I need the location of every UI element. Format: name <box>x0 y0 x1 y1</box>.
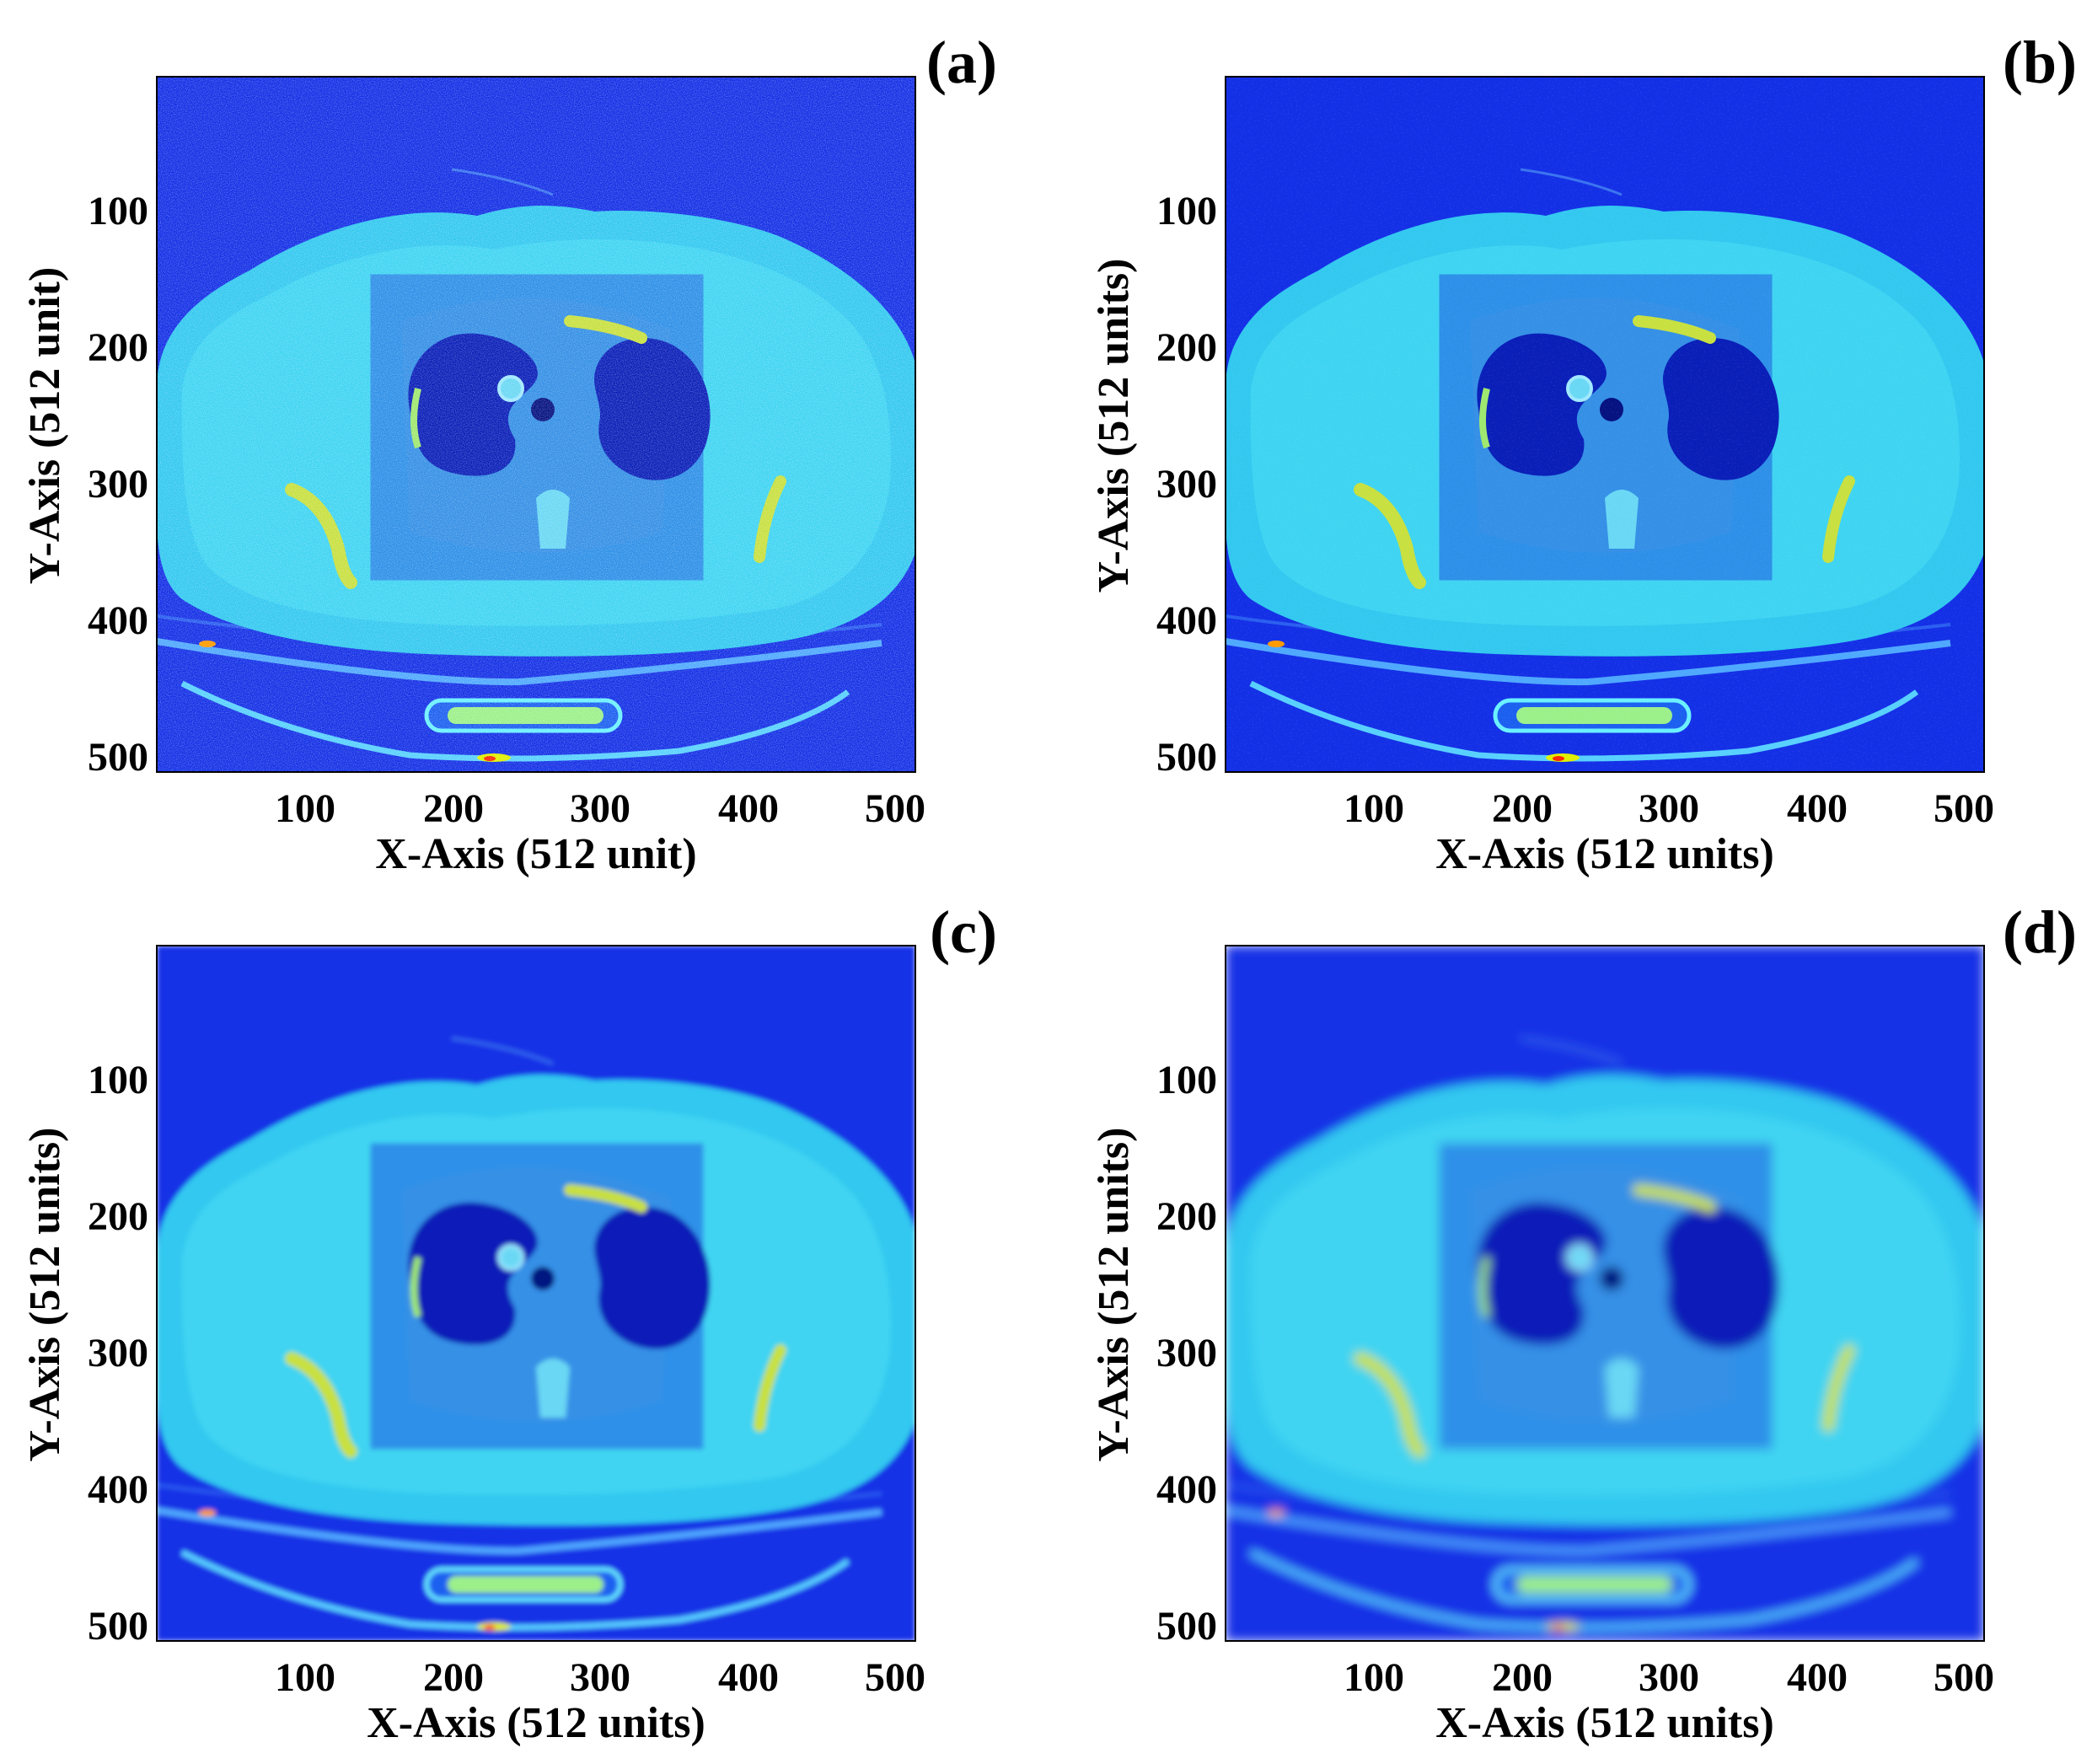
y-tick-a-200: 200 <box>88 325 148 370</box>
y-tick-d-400: 400 <box>1156 1467 1217 1512</box>
y-tick-a-100: 100 <box>88 189 148 233</box>
y-tick-a-400: 400 <box>88 598 148 643</box>
y-tick-b-500: 500 <box>1156 735 1217 780</box>
x-tick-b-200: 200 <box>1492 786 1553 831</box>
x-tick-b-300: 300 <box>1639 786 1699 831</box>
ct-image-b <box>1226 77 1984 772</box>
y-tick-b-200: 200 <box>1156 325 1217 370</box>
panel-label-c: (c) <box>930 898 997 966</box>
panel-label-b: (b) <box>2003 29 2077 96</box>
y-axis-label-b: Y-Axis (512 units) <box>1090 259 1138 593</box>
panel-a <box>156 76 916 773</box>
x-tick-d-200: 200 <box>1492 1655 1553 1700</box>
ct-image-d <box>1226 946 1984 1641</box>
x-tick-c-300: 300 <box>570 1655 630 1700</box>
panel-b <box>1225 76 1985 773</box>
y-tick-d-200: 200 <box>1156 1194 1217 1239</box>
y-tick-c-200: 200 <box>88 1194 148 1239</box>
x-tick-d-400: 400 <box>1787 1655 1848 1700</box>
y-tick-d-300: 300 <box>1156 1331 1217 1375</box>
y-axis-label-c: Y-Axis (512 units) <box>21 1128 69 1462</box>
x-tick-b-500: 500 <box>1934 786 1994 831</box>
x-tick-a-200: 200 <box>423 786 484 831</box>
x-axis-label-d: X-Axis (512 units) <box>1435 1699 1774 1747</box>
x-axis-label-a: X-Axis (512 unit) <box>375 830 696 878</box>
y-tick-c-500: 500 <box>88 1604 148 1649</box>
axes-a: 100 200 300 400 500 100 200 300 400 500 … <box>21 189 925 878</box>
x-tick-c-400: 400 <box>718 1655 779 1700</box>
y-tick-b-100: 100 <box>1156 189 1217 233</box>
panel-d <box>1225 945 1985 1642</box>
x-axis-label-c: X-Axis (512 units) <box>367 1699 705 1747</box>
x-tick-a-300: 300 <box>570 786 630 831</box>
panel-label-d: (d) <box>2003 898 2077 966</box>
panel-c <box>156 945 916 1642</box>
x-tick-d-100: 100 <box>1344 1655 1404 1700</box>
axes-b: 100 200 300 400 500 100 200 300 400 500 … <box>1090 189 1994 878</box>
y-tick-c-300: 300 <box>88 1331 148 1375</box>
y-tick-c-400: 400 <box>88 1467 148 1512</box>
x-tick-d-500: 500 <box>1934 1655 1994 1700</box>
y-axis-label-a: Y-Axis (512 unit) <box>21 267 69 585</box>
x-tick-c-100: 100 <box>275 1655 335 1700</box>
x-tick-d-300: 300 <box>1639 1655 1699 1700</box>
x-tick-b-100: 100 <box>1344 786 1404 831</box>
x-tick-c-500: 500 <box>865 1655 925 1700</box>
axes-d: 100 200 300 400 500 100 200 300 400 500 … <box>1090 1058 1994 1747</box>
ct-image-c <box>157 946 915 1641</box>
y-tick-a-500: 500 <box>88 735 148 780</box>
x-tick-b-400: 400 <box>1787 786 1848 831</box>
ct-image-a <box>157 77 915 772</box>
y-tick-c-100: 100 <box>88 1058 148 1102</box>
x-tick-a-500: 500 <box>865 786 925 831</box>
x-axis-label-b: X-Axis (512 units) <box>1435 830 1774 878</box>
y-axis-label-d: Y-Axis (512 units) <box>1090 1128 1138 1462</box>
x-tick-c-200: 200 <box>423 1655 484 1700</box>
y-tick-a-300: 300 <box>88 462 148 507</box>
y-tick-d-100: 100 <box>1156 1058 1217 1102</box>
panel-label-a: (a) <box>926 29 997 96</box>
y-tick-d-500: 500 <box>1156 1604 1217 1649</box>
y-tick-b-400: 400 <box>1156 598 1217 643</box>
x-tick-a-400: 400 <box>718 786 779 831</box>
y-tick-b-300: 300 <box>1156 462 1217 507</box>
axes-c: 100 200 300 400 500 100 200 300 400 500 … <box>21 1058 925 1747</box>
x-tick-a-100: 100 <box>275 786 335 831</box>
